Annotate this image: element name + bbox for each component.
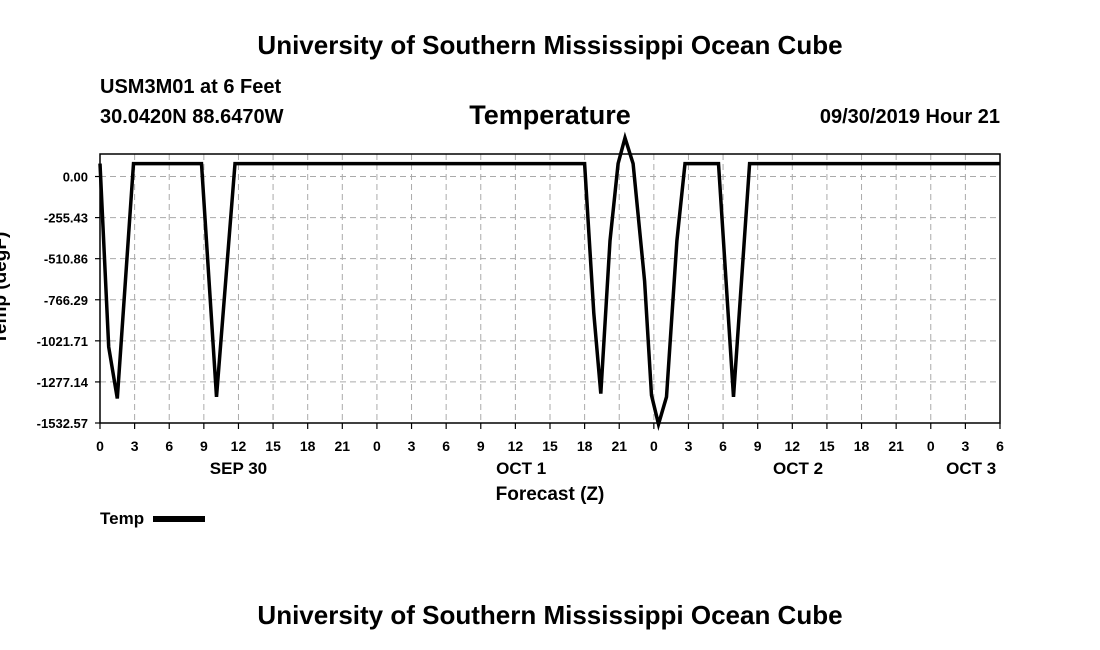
station-coordinates: 30.0420N 88.6470W [100, 106, 284, 128]
y-tick-label: -510.86 [44, 252, 88, 267]
date-label: OCT 3 [946, 459, 996, 478]
x-tick-label: 15 [819, 438, 835, 454]
x-tick-label: 21 [888, 438, 904, 454]
x-tick-label: 15 [542, 438, 558, 454]
date-label: SEP 30 [210, 459, 267, 478]
y-axis-ticks: 0.00 -255.43 -510.86 -766.29 -1021.71 -1277.1… [37, 170, 100, 431]
x-tick-label: 12 [508, 438, 524, 454]
station-name: USM3M01 at 6 Feet [100, 76, 282, 98]
x-tick-label: 0 [927, 438, 935, 454]
parameter-title: Temperature [469, 100, 631, 130]
x-tick-label: 0 [373, 438, 381, 454]
x-tick-label: 12 [785, 438, 801, 454]
series-line-temp [98, 131, 1000, 431]
x-tick-label: 12 [231, 438, 247, 454]
x-tick-label: 3 [685, 438, 693, 454]
x-tick-label: 6 [996, 438, 1004, 454]
x-tick-label: 9 [200, 438, 208, 454]
x-tick-label: 0 [650, 438, 658, 454]
x-tick-label: 6 [165, 438, 173, 454]
x-tick-label: 9 [477, 438, 485, 454]
x-tick-label: 21 [335, 438, 351, 454]
y-tick-label: -766.29 [44, 293, 88, 308]
y-tick-label: -1277.14 [37, 375, 89, 390]
x-tick-label: 3 [408, 438, 416, 454]
x-tick-label: 3 [131, 438, 139, 454]
y-tick-label: -1532.57 [37, 416, 88, 431]
date-labels: SEP 30 OCT 1 OCT 2 OCT 3 [210, 459, 996, 478]
legend: Temp [100, 509, 206, 529]
legend-label: Temp [100, 509, 145, 528]
x-tick-label: 6 [719, 438, 727, 454]
x-tick-label: 15 [265, 438, 281, 454]
forecast-timestamp: 09/30/2019 Hour 21 [819, 106, 1000, 128]
x-axis-ticks: 0 3 6 9 12 15 18 21 0 3 6 9 12 15 18 21 0 3 6 9 12 15 18 21 0 3 6 [96, 423, 1004, 454]
x-tick-label: 18 [577, 438, 593, 454]
y-tick-label: -1021.71 [37, 334, 88, 349]
x-tick-label: 3 [961, 438, 969, 454]
x-tick-label: 18 [300, 438, 316, 454]
x-tick-label: 18 [854, 438, 870, 454]
x-tick-label: 21 [611, 438, 627, 454]
date-label: OCT 1 [496, 459, 546, 478]
x-tick-label: 0 [96, 438, 104, 454]
x-tick-label: 9 [754, 438, 762, 454]
series-layer [98, 131, 1000, 431]
x-tick-label: 6 [442, 438, 450, 454]
chart-title-top: University of Southern Mississippi Ocean… [257, 30, 843, 60]
y-axis-label: Temp (degF) [0, 232, 11, 345]
grid-lines [100, 154, 1000, 424]
legend-line-swatch [153, 516, 206, 522]
y-tick-label: 0.00 [63, 170, 88, 185]
chart-title-bottom: University of Southern Mississippi Ocean… [257, 600, 843, 630]
x-axis-label: Forecast (Z) [496, 484, 605, 505]
date-label: OCT 2 [773, 459, 823, 478]
y-tick-label: -255.43 [44, 211, 88, 226]
